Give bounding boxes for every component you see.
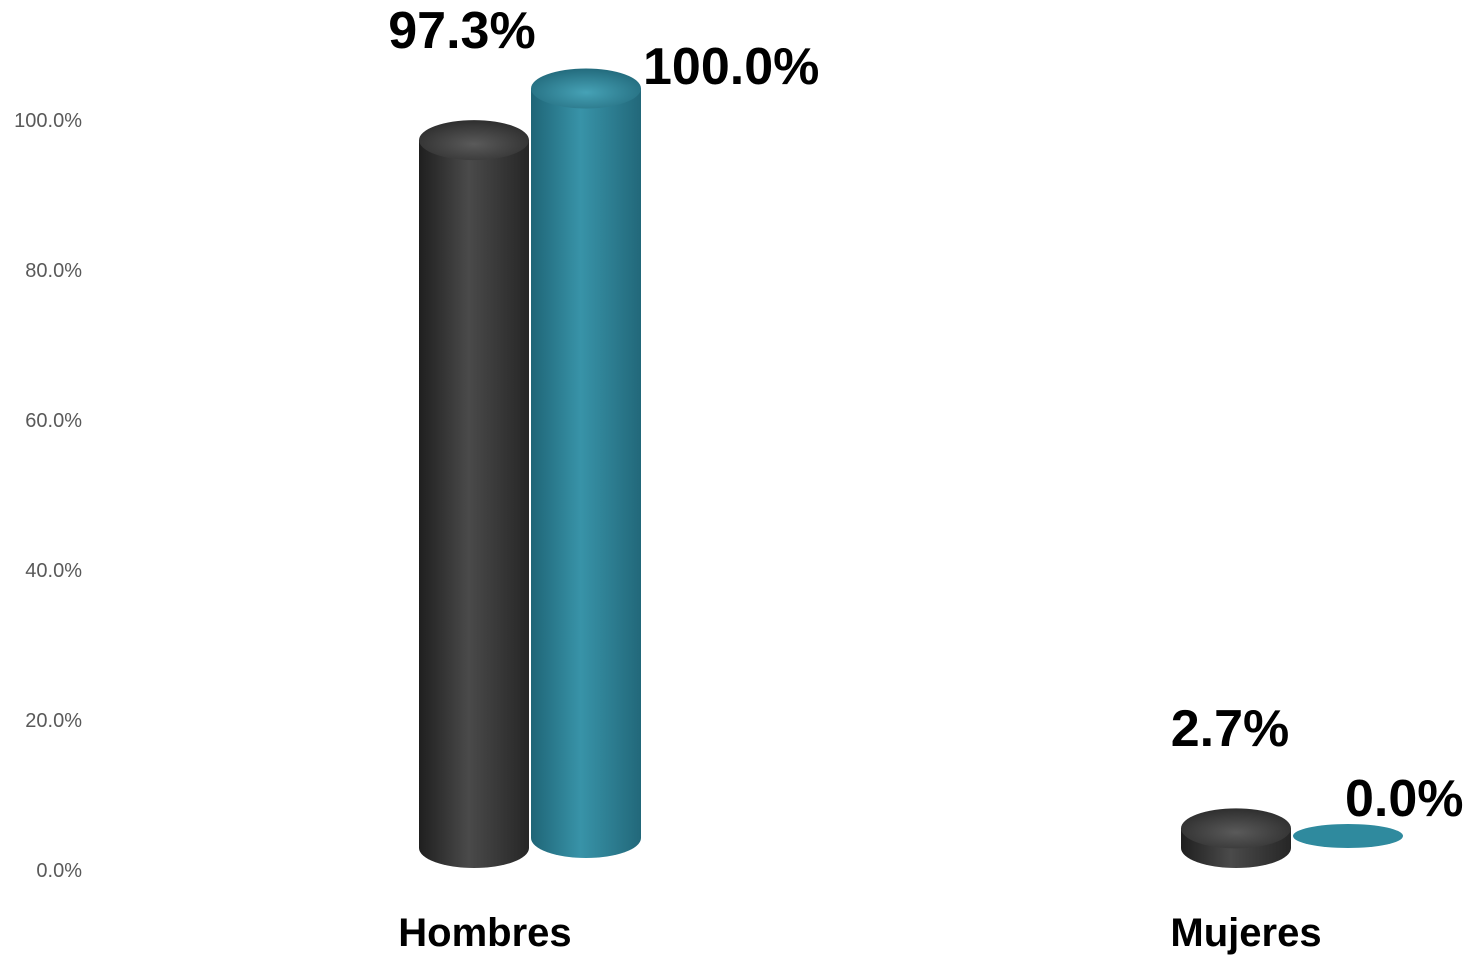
bar-top xyxy=(531,68,641,109)
y-axis: 0.0% 20.0% 40.0% 60.0% 80.0% 100.0% xyxy=(14,110,82,882)
y-tick-label: 20.0% xyxy=(25,710,82,732)
bar-top xyxy=(419,120,529,161)
bar-disc xyxy=(1293,824,1403,848)
data-label-hombres-series-2: 100.0% xyxy=(643,38,819,96)
y-tick-label: 0.0% xyxy=(36,860,82,882)
bar-top xyxy=(1181,808,1291,849)
y-tick-label: 60.0% xyxy=(25,410,82,432)
y-tick-label: 80.0% xyxy=(25,260,82,282)
y-tick-label: 40.0% xyxy=(25,560,82,582)
data-label-mujeres-series-1: 2.7% xyxy=(1171,700,1290,758)
category-label-hombres: Hombres xyxy=(398,911,571,955)
data-labels: 97.3% 100.0% 2.7% 0.0% xyxy=(388,2,1463,828)
bar-hombres-series-1 xyxy=(419,120,529,868)
data-label-hombres-series-1: 97.3% xyxy=(388,2,535,60)
bar-hombres-series-2 xyxy=(531,68,641,858)
data-label-mujeres-series-2: 0.0% xyxy=(1345,770,1464,828)
bar-body xyxy=(531,88,641,858)
bars xyxy=(419,68,1403,868)
category-label-mujeres: Mujeres xyxy=(1170,911,1321,955)
y-tick-label: 100.0% xyxy=(14,110,82,132)
bar-body xyxy=(419,140,529,868)
x-axis: Hombres Mujeres xyxy=(398,911,1321,955)
bar-mujeres-series-1 xyxy=(1181,808,1291,868)
bar-mujeres-series-2 xyxy=(1293,824,1403,848)
